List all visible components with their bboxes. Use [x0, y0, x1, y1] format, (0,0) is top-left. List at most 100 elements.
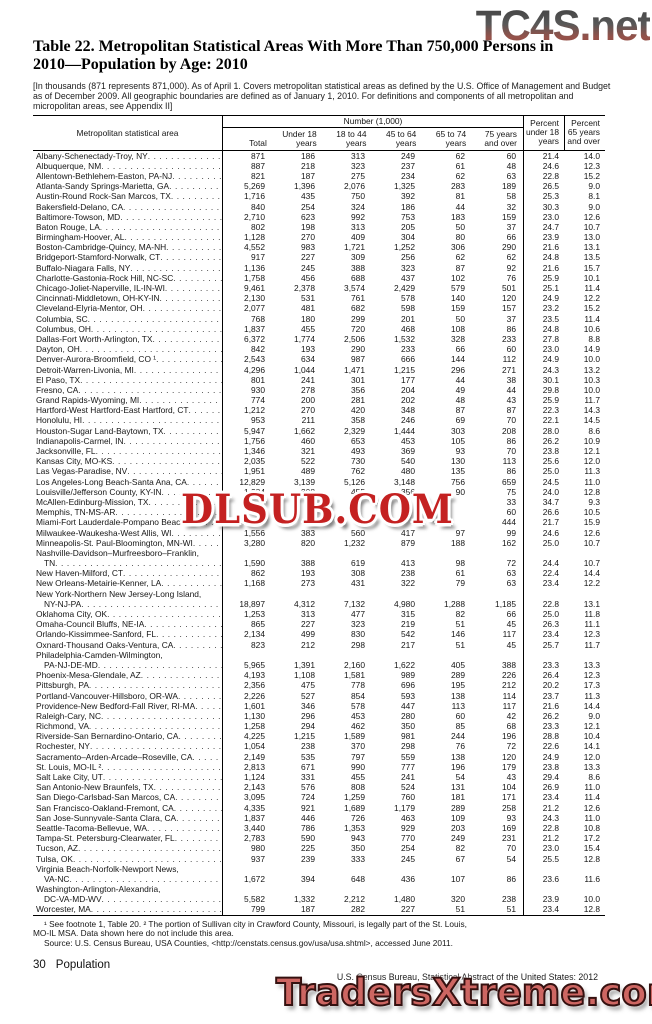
leader-dots [163, 426, 222, 436]
cell-pct-65over: 15.2 [583, 170, 600, 181]
cell-under18: 489 [301, 466, 315, 477]
cell-under18: 270 [301, 232, 315, 243]
area-name-cell: Cleveland-Elyria-Mentor, OH [33, 303, 222, 313]
cell-75over: 86 [506, 466, 516, 477]
cell-total: 821 [222, 170, 272, 182]
area-name: Riverside-San Bernardino-Ontario, CA [36, 731, 179, 742]
area-name: Sacramento–Arden-Arcade–Roseville, CA [36, 751, 193, 762]
table-row: Oklahoma City, OK 1,253 313 477 315 82 6… [33, 609, 605, 620]
area-name: St. Louis, MO-IL ² [36, 761, 102, 772]
cell-total: 1,054 [222, 741, 272, 752]
cell-45to64: 559 [401, 751, 415, 762]
table-row: Philadelphia-Camden-Wilmington, PA-NJ-DE… [33, 649, 605, 671]
cell-18to44: 720 [351, 323, 365, 334]
cell-65to74: 756 [451, 476, 465, 487]
area-name-cell: New Orleans-Metairie-Kenner, LA [33, 578, 222, 588]
cell-75over: 171 [502, 792, 516, 803]
table-row: Austin-Round Rock-San Marcos, TX 1,716 4… [33, 191, 605, 202]
cell-45to64: 238 [401, 568, 415, 579]
cell-65to74: 48 [455, 395, 465, 406]
cell-18to44: 493 [351, 446, 365, 457]
cell-75over: 120 [502, 293, 516, 304]
cell-total: 1,716 [222, 191, 272, 202]
cell-18to44: 290 [351, 344, 365, 355]
cell-45to64: 245 [401, 853, 415, 864]
table-title: Table 22. Metropolitan Statistical Areas… [33, 38, 618, 73]
cell-total: 862 [222, 568, 272, 579]
cell-pct-65over: 10.3 [583, 374, 600, 385]
cell-45to64: 348 [401, 405, 415, 416]
area-name-cell: Los Angeles-Long Beach-Santa Ana, CA [33, 477, 222, 487]
table-body: Albany-Schenectady-Troy, NY 871 186 313 … [33, 150, 605, 916]
cell-under18: 522 [301, 456, 315, 467]
area-name-cell: Seattle-Tacoma-Bellevue, WA [33, 823, 222, 833]
cell-under18: 225 [301, 843, 315, 854]
cell-pct-under18: 22.4 [523, 568, 564, 579]
cell-pct-65over: 15.9 [583, 517, 600, 528]
cell-75over: 68 [506, 721, 516, 732]
cell-pct-65over: 11.0 [584, 782, 600, 793]
cell-total: 2,356 [222, 680, 272, 691]
area-name: Austin-Round Rock-San Marcos, TX [36, 191, 171, 202]
area-name: New Orleans-Metairie-Kenner, LA [36, 578, 162, 589]
cell-45to64: 447 [401, 700, 415, 711]
cell-total: 774 [222, 395, 272, 406]
leader-dots [147, 823, 222, 833]
leader-dots [102, 894, 222, 904]
cell-75over: 33 [506, 496, 516, 507]
cell-45to64: 298 [401, 741, 415, 752]
col-header-under18: Under 18 years [282, 128, 317, 148]
cell-under18: 1,774 [294, 333, 315, 344]
cell-pct-65over: 8.8 [588, 333, 600, 344]
cell-65to74: 51 [455, 904, 465, 915]
table-row: Cleveland-Elyria-Mentor, OH 2,077 481 68… [33, 303, 605, 314]
cell-65to74: 54 [455, 772, 465, 783]
leader-dots [178, 691, 222, 701]
cell-under18: 921 [301, 802, 315, 813]
cell-pct-under18: 25.1 [523, 283, 564, 294]
cell-under18: 187 [301, 170, 315, 181]
area-name-cell: Las Vegas-Paradise, NV [33, 466, 222, 476]
cell-under18: 2,378 [294, 283, 315, 294]
leader-dots [81, 599, 222, 609]
cell-75over: 43 [506, 395, 516, 406]
cell-75over: 66 [506, 232, 516, 243]
cell-45to64: 468 [401, 323, 415, 334]
cell-75over: 388 [502, 659, 516, 670]
cell-65to74: 44 [455, 374, 465, 385]
cell-75over: 114 [502, 690, 516, 701]
cell-pct-65over: 14.5 [583, 415, 600, 426]
cell-65to74: 66 [455, 344, 465, 355]
leader-dots [176, 813, 222, 823]
footnote-line1: ¹ See footnote 1, Table 20. ² The portio… [44, 918, 467, 929]
cell-total: 5,947 [222, 425, 272, 436]
cell-pct-under18: 24.8 [523, 323, 564, 334]
cell-18to44: 987 [351, 354, 365, 365]
watermark-tradersxtreme: TradersXtreme.com [275, 970, 652, 1015]
cell-65to74: 69 [455, 415, 465, 426]
area-name: Raleigh-Cary, NC [36, 710, 101, 721]
cell-45to64: 753 [401, 211, 415, 222]
cell-18to44: 1,589 [344, 731, 365, 742]
cell-under18: 724 [301, 792, 315, 803]
cell-pct-under18: 23.6 [523, 863, 564, 885]
cell-18to44: 298 [351, 639, 365, 650]
cell-45to64: 1,252 [394, 242, 415, 253]
table-row: Houston-Sugar Land-Baytown, TX 5,947 1,6… [33, 425, 605, 436]
table-row: Raleigh-Cary, NC 1,130 296 453 280 60 42… [33, 710, 605, 722]
cell-pct-65over: 10.0 [583, 894, 600, 905]
cell-pct-65over: 12.6 [583, 211, 600, 222]
cell-total: 4,193 [222, 670, 272, 681]
cell-65to74: 98 [455, 558, 465, 569]
cell-45to64: 201 [401, 313, 415, 324]
cell-75over: 44 [506, 384, 516, 395]
area-name: Richmond, VA [36, 721, 89, 732]
cell-under18: 394 [301, 873, 315, 884]
leader-dots [103, 772, 222, 782]
cell-pct-under18: 22.1 [523, 415, 564, 426]
cell-45to64: 1,325 [394, 181, 415, 192]
area-name-cell: Albany-Schenectady-Troy, NY [33, 151, 222, 161]
cell-75over: 60 [506, 507, 516, 518]
cell-pct-under18: 21.6 [523, 262, 564, 273]
area-name-cell: Hartford-West Hartford-East Hartford, CT [33, 405, 222, 415]
